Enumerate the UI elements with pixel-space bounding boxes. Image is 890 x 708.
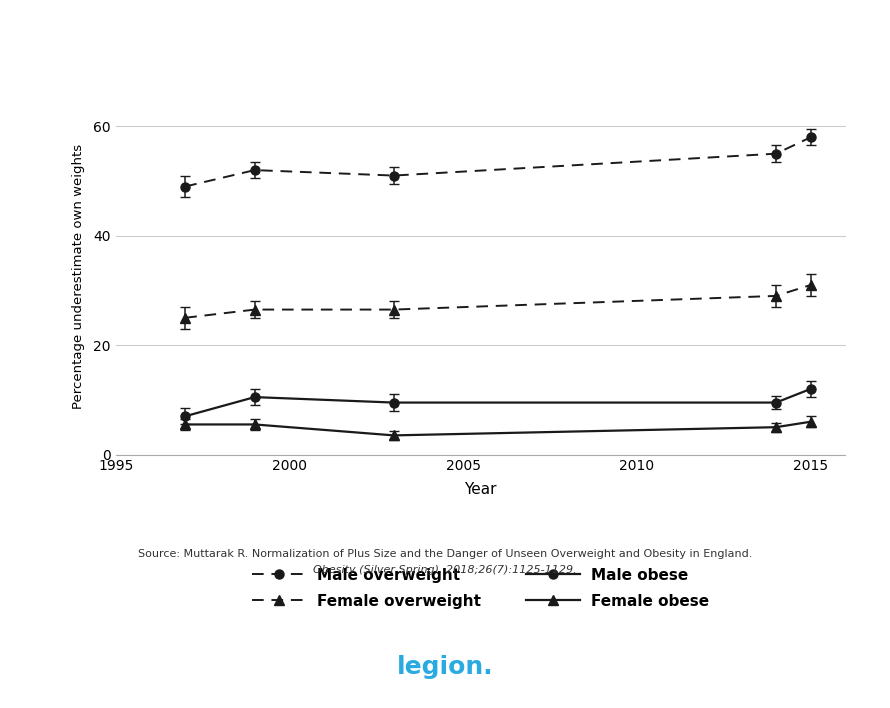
Text: Source: Muttarak R. Normalization of Plus Size and the Danger of Unseen Overweig: Source: Muttarak R. Normalization of Plu… bbox=[138, 549, 752, 559]
Text: Obesity (Silver Spring). 2018;26(7):1125-1129.: Obesity (Silver Spring). 2018;26(7):1125… bbox=[313, 565, 577, 575]
Text: legion.: legion. bbox=[397, 656, 493, 679]
Legend: Male overweight, Female overweight, Male obese, Female obese: Male overweight, Female overweight, Male… bbox=[247, 561, 715, 615]
Text: PERCENTAGE OF PEOPLE WHO UNDERESTIMATE THEIR WEIGHT: PERCENTAGE OF PEOPLE WHO UNDERESTIMATE T… bbox=[151, 18, 739, 35]
X-axis label: Year: Year bbox=[465, 481, 497, 497]
Y-axis label: Percentage underestimate own weights: Percentage underestimate own weights bbox=[72, 144, 85, 409]
